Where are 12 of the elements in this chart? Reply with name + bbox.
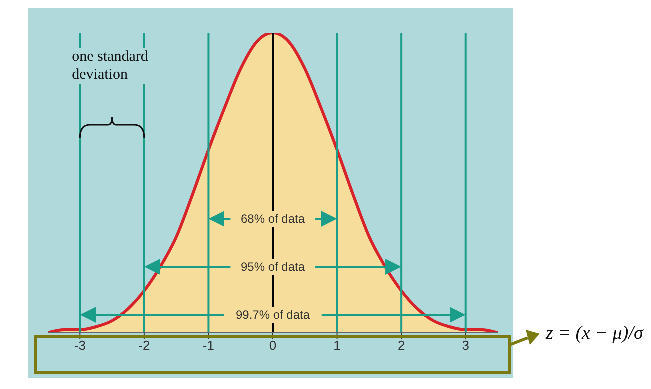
x-tick-label: 0 (269, 338, 277, 354)
x-tick-label: -3 (74, 338, 86, 354)
annotation: 95% of data (240, 260, 306, 274)
x-tick-label: -1 (202, 338, 214, 354)
annotation: one standard deviation (72, 48, 182, 84)
x-tick-label: 3 (462, 338, 470, 354)
text: z = (x − μ)/σ (545, 323, 644, 344)
x-tick-label: 1 (334, 338, 341, 354)
annotation: 99.7% of data (236, 308, 310, 322)
x-tick-label: -2 (138, 338, 150, 354)
x-tick-label: 2 (398, 338, 406, 354)
annotation: 68% of data (240, 212, 306, 226)
